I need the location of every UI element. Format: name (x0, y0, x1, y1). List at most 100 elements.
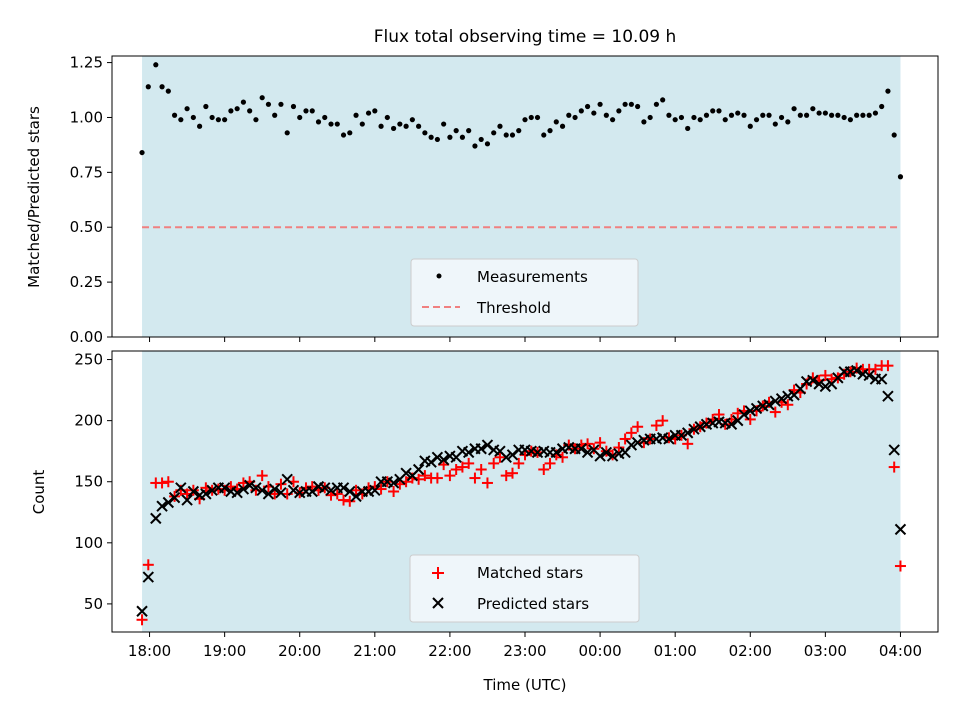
matched-star-point (506, 467, 518, 479)
matched-star-point (444, 470, 456, 482)
matched-star-point (582, 438, 594, 450)
measurement-point (572, 114, 578, 121)
predicted-star-point (243, 479, 256, 492)
measurement-point (222, 117, 228, 123)
measurement-point (441, 121, 447, 127)
x-tick-label: 20:00 (278, 642, 321, 660)
measurement-point (822, 110, 828, 116)
predicted-star-point (136, 605, 148, 617)
measurement-point (309, 108, 315, 114)
predicted-star-point (807, 374, 819, 387)
measurement-point (835, 112, 841, 118)
x-tick-label: 22:00 (428, 642, 471, 660)
legend-predicted-label: Predicted stars (477, 595, 589, 613)
measurement-point (803, 112, 810, 118)
x-tick-label: 04:00 (879, 642, 922, 660)
matched-star-point (819, 369, 831, 381)
measurement-point (491, 130, 497, 136)
measurement-point (290, 103, 297, 110)
predicted-star-point (150, 512, 162, 525)
predicted-star-point (237, 483, 250, 495)
measurement-point (547, 128, 553, 134)
measurement-point (215, 117, 221, 123)
predicted-star-point (663, 433, 675, 445)
matched-star-point (256, 470, 268, 482)
matched-star-point (142, 559, 154, 571)
measurement-point (653, 101, 660, 107)
measurement-point (516, 128, 522, 134)
measurement-point (197, 123, 203, 129)
measurement-point (434, 136, 440, 143)
measurement-point (234, 106, 240, 112)
bottom-marks (136, 360, 907, 626)
measurement-point (416, 123, 422, 129)
legend-measurements-label: Measurements (477, 268, 588, 286)
matched-star-point (450, 464, 462, 476)
measurement-point (891, 132, 897, 138)
predicted-star-point (750, 402, 763, 415)
measurement-point (559, 123, 566, 129)
measurement-point (622, 101, 628, 107)
measurement-point (591, 110, 597, 116)
predicted-star-point (175, 482, 187, 494)
measurement-point (359, 121, 365, 127)
measurement-point (384, 114, 390, 121)
measurement-point (797, 112, 803, 118)
measurement-point (760, 112, 766, 118)
matched-star-point (682, 438, 694, 450)
measurement-point (728, 112, 735, 118)
measurement-point (503, 132, 509, 138)
bottom-y-axis-label: Count (30, 470, 48, 515)
legend-matched-label: Matched stars (477, 564, 583, 582)
predicted-star-point (206, 484, 218, 496)
measurement-point (785, 119, 791, 125)
measurement-point (716, 108, 722, 114)
predicted-star-point (369, 484, 381, 496)
measurement-point (209, 114, 215, 121)
measurement-point (303, 108, 309, 114)
measurement-point (747, 123, 753, 129)
predicted-star-point (281, 473, 293, 485)
top-y-axis-label: Matched/Predicted stars (25, 106, 43, 288)
predicted-star-point (875, 373, 888, 385)
predicted-star-point (600, 446, 613, 459)
measurement-point (672, 117, 678, 123)
measurement-point (879, 103, 885, 110)
matched-star-point (344, 495, 356, 507)
measurement-point (265, 101, 272, 107)
measurement-point (741, 112, 747, 118)
matched-star-point (557, 451, 569, 463)
measurement-point (691, 114, 697, 121)
x-axis-label: Time (UTC) (483, 676, 567, 694)
predicted-star-point (500, 451, 512, 463)
predicted-star-point (819, 380, 832, 393)
predicted-star-point (256, 484, 268, 496)
x-tick-label: 23:00 (503, 642, 546, 660)
matched-star-point (463, 457, 475, 469)
predicted-star-point (412, 463, 425, 476)
measurement-point (766, 112, 772, 118)
matched-star-point (632, 421, 644, 433)
measurement-point (578, 108, 584, 114)
measurement-point (240, 99, 247, 105)
measurement-point (603, 112, 609, 118)
y-tick-label: 100 (74, 534, 103, 552)
measurement-point (259, 95, 265, 101)
measurement-point (428, 134, 434, 140)
predicted-star-point (581, 446, 594, 459)
top-y-ticks: 0.00 0.25 0.50 0.75 1.00 1.25 (70, 54, 112, 346)
x-tick-label: 01:00 (654, 642, 697, 660)
matched-star-point (594, 437, 606, 449)
predicted-star-point (594, 450, 606, 462)
predicted-star-point (268, 483, 281, 495)
matched-star-point (782, 399, 794, 411)
measurement-point (616, 108, 622, 114)
measurement-point (522, 117, 528, 123)
predicted-star-point (675, 429, 688, 442)
predicted-star-point (550, 446, 562, 459)
predicted-star-point (275, 487, 287, 499)
matched-star-point (156, 477, 168, 489)
matched-star-point (619, 433, 631, 445)
predicted-star-point (462, 446, 475, 459)
